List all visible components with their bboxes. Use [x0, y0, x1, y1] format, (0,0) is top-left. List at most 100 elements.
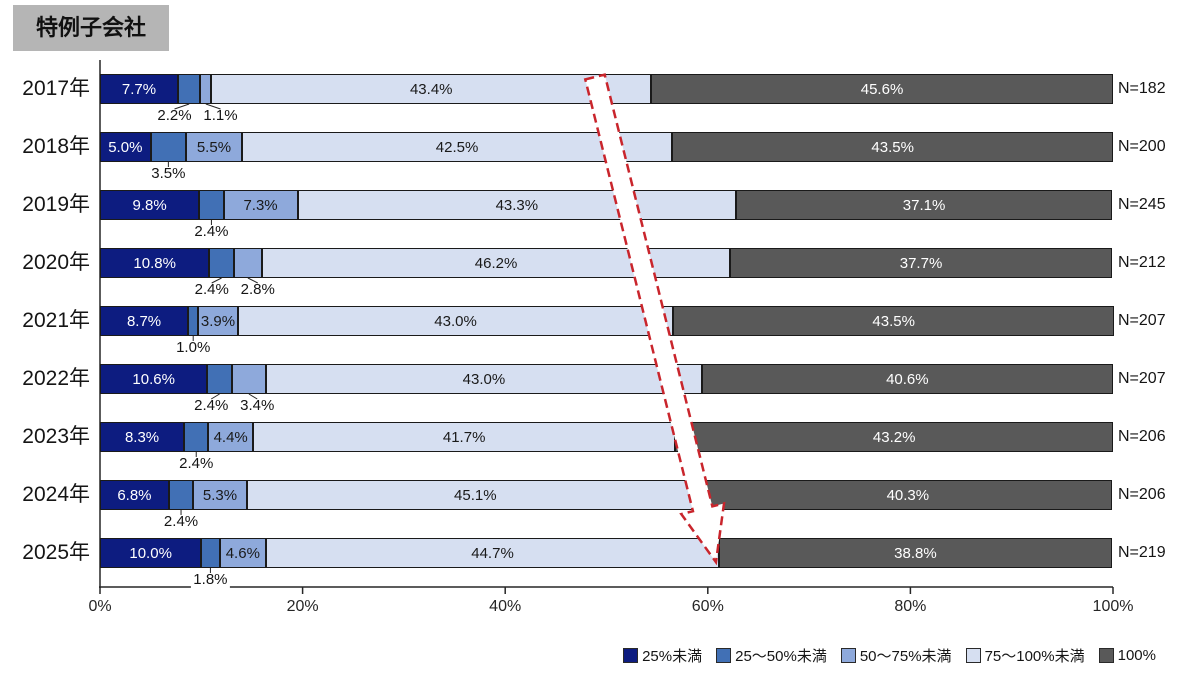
- bar-segment: 4.4%: [208, 422, 253, 452]
- legend-swatch-icon: [623, 648, 639, 663]
- segment-label: 8.7%: [126, 312, 162, 330]
- segment-label: 41.7%: [442, 428, 486, 446]
- bar-segment: 43.5%: [672, 132, 1113, 162]
- bar-segment: 40.6%: [701, 364, 1113, 394]
- bar-segment: [188, 306, 199, 336]
- bar-segment: 44.7%: [266, 538, 719, 568]
- segment-label: 45.1%: [454, 486, 497, 504]
- bar-segment: 10.6%: [100, 364, 208, 394]
- year-label: 2018年: [22, 135, 90, 158]
- callout-label: 2.2%: [155, 107, 194, 124]
- n-label: N=212: [1118, 254, 1166, 271]
- segment-label: 37.1%: [902, 196, 946, 214]
- callout-label: 2.4%: [192, 223, 231, 240]
- bar-segment: [168, 480, 194, 510]
- bar-segment: 40.3%: [703, 480, 1112, 510]
- bar-segment: 4.6%: [219, 538, 267, 568]
- bar-segment: 5.5%: [186, 132, 242, 162]
- bar-segment: 5.3%: [193, 480, 247, 510]
- callout-label: 1.0%: [174, 339, 213, 356]
- segment-label: 4.6%: [225, 544, 260, 562]
- x-axis-tick-label: 60%: [691, 598, 724, 615]
- year-label: 2025年: [22, 541, 90, 564]
- legend-swatch-icon: [965, 648, 981, 663]
- bar-segment: 9.8%: [100, 190, 200, 220]
- bar-row: 10.8% 46.2% 37.7%: [100, 248, 1113, 278]
- bar-segment: 45.1%: [246, 480, 704, 510]
- bar-segment: [178, 74, 201, 104]
- year-label: 2019年: [22, 193, 90, 216]
- segment-label: 7.3%: [243, 196, 278, 214]
- bar-segment: [231, 364, 267, 394]
- n-label: N=219: [1118, 544, 1166, 561]
- year-label: 2023年: [22, 425, 90, 448]
- segment-label: 10.0%: [129, 544, 172, 562]
- segment-label: 9.8%: [132, 196, 167, 214]
- segment-label: 43.4%: [409, 80, 453, 98]
- x-axis-tick-label: 80%: [894, 598, 927, 615]
- bar-row: 10.0% 4.6% 44.7% 38.8%: [100, 538, 1113, 568]
- bar-segment: 42.5%: [241, 132, 673, 162]
- legend-item: 50〜75%未満: [840, 645, 952, 666]
- segment-label: 43.0%: [462, 370, 506, 388]
- legend-label: 100%: [1117, 647, 1156, 664]
- segment-label: 40.6%: [886, 370, 929, 388]
- segment-label: 7.7%: [121, 80, 157, 98]
- segment-label: 37.7%: [899, 254, 943, 272]
- callout-label: 3.4%: [238, 397, 277, 414]
- bar-segment: 43.3%: [297, 190, 737, 220]
- legend-label: 25%未満: [642, 648, 703, 665]
- bar-segment: 7.7%: [100, 74, 178, 104]
- bar-segment: [233, 248, 263, 278]
- n-label: N=206: [1118, 486, 1166, 503]
- segment-label: 43.2%: [872, 428, 916, 446]
- segment-label: 43.0%: [434, 312, 477, 330]
- segment-label: 5.3%: [202, 486, 238, 504]
- callout-label: 2.4%: [161, 513, 201, 530]
- legend-item: 25〜50%未満: [716, 645, 827, 666]
- bar-segment: 46.2%: [262, 248, 731, 278]
- n-label: N=206: [1118, 428, 1166, 445]
- callout-label: 2.4%: [192, 281, 231, 298]
- year-label: 2020年: [22, 251, 90, 274]
- bar-segment: 43.0%: [266, 364, 702, 394]
- segment-label: 8.3%: [124, 428, 160, 446]
- year-label: 2021年: [22, 309, 90, 332]
- year-label: 2022年: [22, 367, 90, 390]
- bar-row: 7.7% 43.4% 45.6%: [100, 74, 1113, 104]
- bar-row: 6.8% 5.3% 45.1% 40.3%: [100, 480, 1113, 510]
- x-axis-tick-label: 20%: [286, 598, 319, 615]
- segment-label: 10.8%: [133, 254, 176, 272]
- bar-segment: [199, 190, 224, 220]
- n-label: N=245: [1118, 196, 1166, 213]
- bar-segment: 6.8%: [100, 480, 169, 510]
- segment-label: 6.8%: [117, 486, 152, 504]
- callout-label: 3.5%: [149, 165, 188, 182]
- n-label: N=207: [1118, 312, 1166, 329]
- bar-segment: 41.7%: [252, 422, 676, 452]
- year-label: 2017年: [22, 77, 90, 100]
- segment-label: 43.5%: [872, 312, 915, 330]
- bar-row: 8.7% 3.9% 43.0% 43.5%: [100, 306, 1114, 336]
- segment-label: 44.7%: [471, 544, 514, 562]
- segment-label: 3.9%: [200, 312, 236, 330]
- bar-segment: 43.4%: [211, 74, 652, 104]
- bar-segment: [200, 74, 212, 104]
- bar-segment: 3.9%: [198, 306, 238, 336]
- segment-label: 43.3%: [495, 196, 539, 214]
- bar-segment: [201, 538, 220, 568]
- legend-item: 25%未満: [623, 645, 702, 666]
- chart-legend: 25%未満 25〜50%未満 50〜75%未満 75〜100%未満 100%: [623, 645, 1156, 666]
- bar-segment: 10.8%: [100, 248, 210, 278]
- legend-item: 75〜100%未満: [965, 645, 1085, 666]
- bar-row: 8.3% 4.4% 41.7% 43.2%: [100, 422, 1113, 452]
- legend-item: 100%: [1098, 647, 1156, 664]
- legend-swatch-icon: [716, 648, 732, 663]
- x-axis-tick-label: 100%: [1092, 598, 1134, 615]
- bar-segment: 10.0%: [100, 538, 202, 568]
- bar-segment: [207, 364, 232, 394]
- x-axis-tick-label: 0%: [88, 598, 112, 615]
- bar-segment: 8.3%: [100, 422, 185, 452]
- n-label: N=182: [1118, 80, 1166, 97]
